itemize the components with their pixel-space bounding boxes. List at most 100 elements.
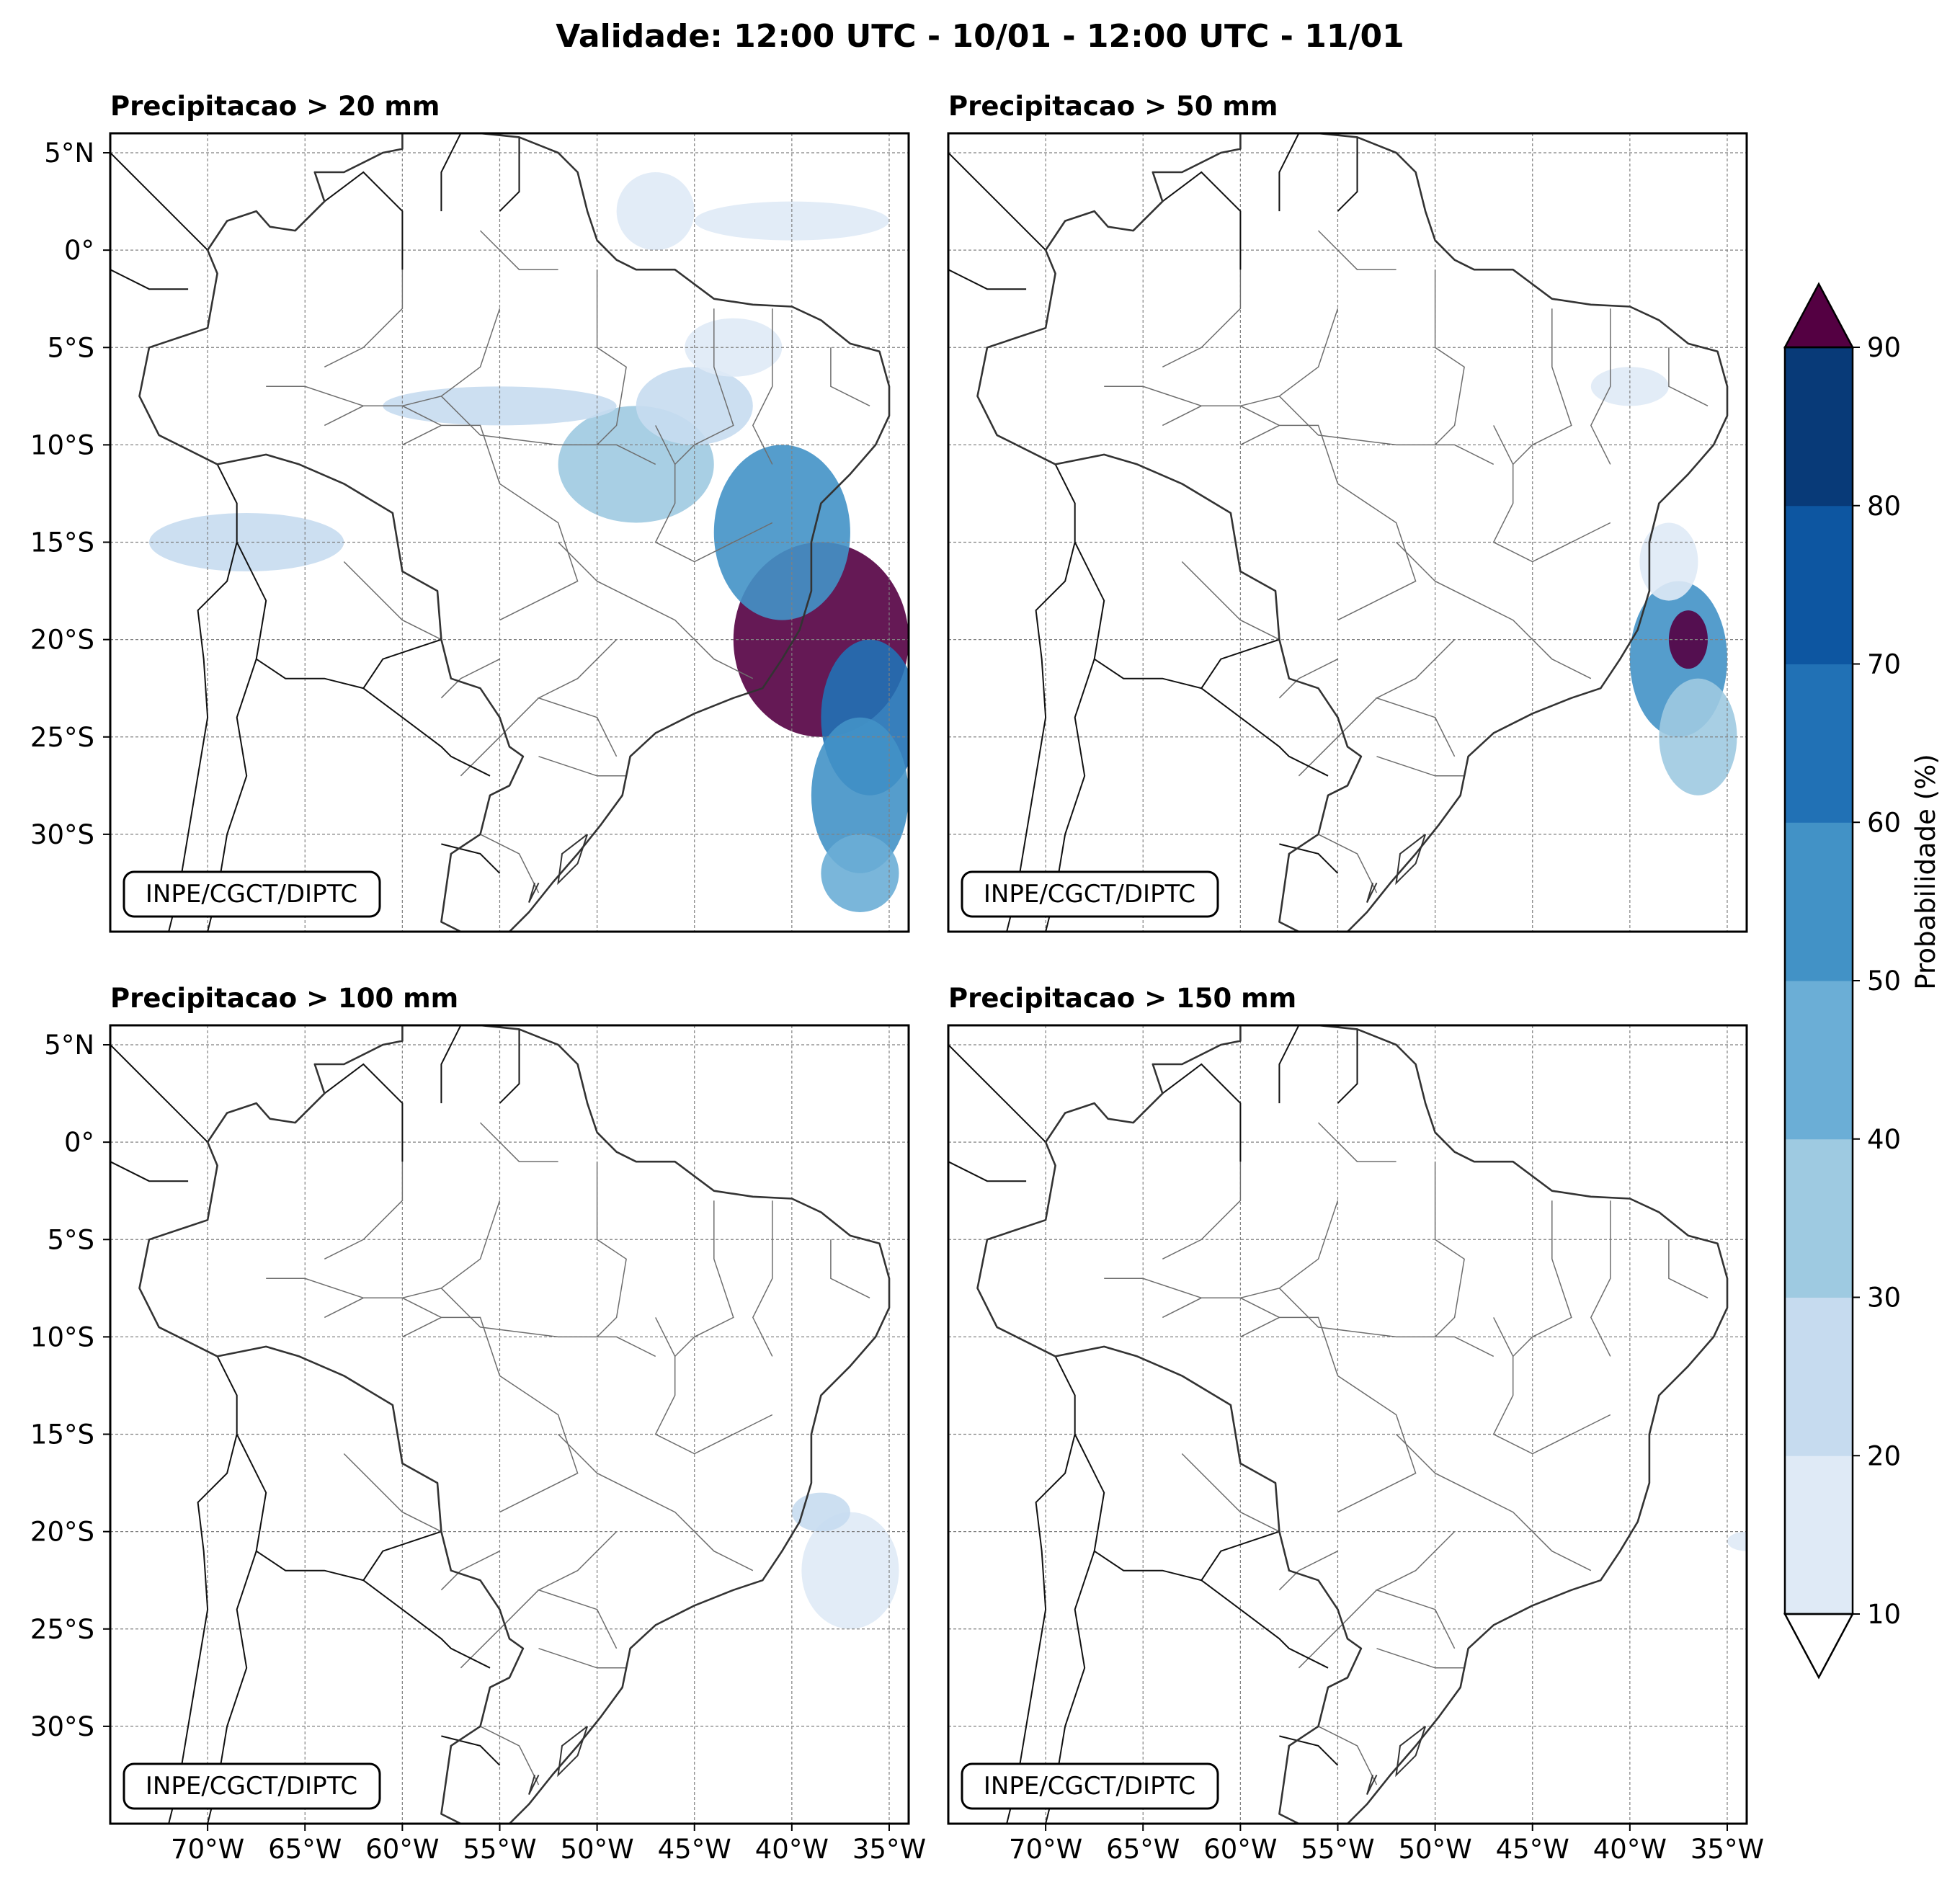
lagoon-outline <box>1366 1774 1378 1795</box>
lat-tick-label: 5°S <box>47 1224 94 1255</box>
colorbar-segment <box>1785 664 1853 823</box>
state-border <box>1590 1200 1611 1357</box>
state-border <box>1278 659 1338 699</box>
state-border <box>538 1648 627 1669</box>
country-border <box>948 1161 1027 1182</box>
state-border <box>752 308 773 465</box>
state-border <box>324 269 404 367</box>
state-border <box>596 1162 627 1337</box>
probability-blob <box>1639 522 1698 601</box>
colorbar-tick-label: 10 <box>1867 1599 1901 1630</box>
credit-box <box>122 1762 381 1810</box>
lat-tick-label: 5°S <box>47 332 94 363</box>
state-border <box>1318 834 1378 893</box>
lon-tick-label: 60°W <box>365 1834 439 1865</box>
country-border <box>110 1044 208 1143</box>
state-border <box>479 230 558 270</box>
country-border <box>1006 463 1076 932</box>
lat-tick-label: 30°S <box>30 819 94 850</box>
country-border <box>324 171 404 270</box>
country-border <box>499 1029 520 1104</box>
colorbar-tick-label: 80 <box>1867 491 1901 522</box>
lat-tick-label: 15°S <box>30 527 94 558</box>
colorbar-tick-label: 50 <box>1867 966 1901 997</box>
country-border <box>236 1434 442 1582</box>
lon-tick-label: 50°W <box>561 1834 634 1865</box>
state-border <box>1396 1433 1592 1571</box>
state-border <box>402 1200 501 1299</box>
figure-title: Validade: 12:00 UTC - 10/01 - 12:00 UTC … <box>556 18 1404 55</box>
lat-tick-label: 20°S <box>30 1517 94 1548</box>
state-border <box>1376 1648 1465 1669</box>
panel-3-frame <box>109 1024 910 1825</box>
lagoon-outline <box>557 834 589 886</box>
state-border <box>1162 405 1280 427</box>
state-border <box>1513 1200 1572 1357</box>
state-border <box>1240 424 1417 621</box>
colorbar-segment <box>1785 1297 1853 1456</box>
colorbar-segment <box>1785 1455 1853 1615</box>
colorbar-segment <box>1785 347 1853 507</box>
state-border <box>674 1200 734 1357</box>
panel-2-title: Precipitacao > 50 mm <box>948 91 1278 122</box>
colorbar-label: Probabilidade (%) <box>1910 754 1941 989</box>
state-border <box>324 1297 442 1319</box>
probability-blob <box>791 1492 850 1532</box>
probability-blob <box>821 834 899 912</box>
brazil-outline <box>976 133 1729 932</box>
lat-tick-label: 5°N <box>44 138 94 169</box>
state-border <box>479 1122 558 1162</box>
lat-tick-label: 25°S <box>30 722 94 753</box>
colorbar-tick-label: 30 <box>1867 1283 1901 1314</box>
state-border <box>830 1239 870 1298</box>
map-area <box>948 1025 1747 1824</box>
credit-text: INPE/CGCT/DIPTC <box>984 880 1195 909</box>
colorbar-over-triangle <box>1783 282 1855 349</box>
country-border <box>441 1735 501 1766</box>
lat-tick-label: 0° <box>64 235 94 266</box>
state-border <box>440 1288 656 1357</box>
lagoon-outline <box>1366 882 1378 903</box>
lon-tick-label: 40°W <box>1593 1834 1667 1865</box>
probability-blob <box>1727 1531 1747 1551</box>
country-border <box>110 1161 189 1182</box>
lon-tick-label: 65°W <box>268 1834 342 1865</box>
colorbar-tick-label: 40 <box>1867 1124 1901 1155</box>
state-border <box>1162 269 1242 367</box>
lat-tick-label: 25°S <box>30 1614 94 1645</box>
probability-blob <box>616 172 695 251</box>
credit-text: INPE/CGCT/DIPTC <box>146 1772 357 1801</box>
state-border <box>1240 1200 1339 1299</box>
country-border <box>440 1025 462 1104</box>
country-border <box>1337 1029 1358 1104</box>
country-border <box>110 269 189 290</box>
country-border <box>1278 133 1300 212</box>
lon-tick-label: 60°W <box>1203 1834 1277 1865</box>
lat-tick-label: 10°S <box>30 429 94 460</box>
state-border <box>402 308 501 407</box>
country-border <box>324 1063 404 1162</box>
panel-1-title: Precipitacao > 20 mm <box>110 91 440 122</box>
panel-2-credit-box: INPE/CGCT/DIPTC <box>961 870 1219 918</box>
colorbar-tick-label: 60 <box>1867 807 1901 838</box>
credit-box <box>122 870 381 918</box>
panel-1: Precipitacao > 20 mm 5°N 0° 5°S 10°S 15°S 20°… <box>30 91 910 933</box>
country-border <box>440 133 462 212</box>
lat-tick-label: 10°S <box>30 1321 94 1352</box>
credit-box <box>961 870 1219 918</box>
state-border <box>1278 396 1494 465</box>
country-border <box>236 542 442 690</box>
lagoon-outline <box>528 882 540 903</box>
country-border <box>1074 542 1280 690</box>
country-border <box>1279 843 1339 874</box>
colorbar-segment <box>1785 822 1853 981</box>
country-border <box>1200 1579 1329 1669</box>
lon-tick-label: 55°W <box>463 1834 536 1865</box>
state-border <box>1162 1162 1242 1259</box>
state-border <box>480 834 540 893</box>
state-border <box>1104 385 1202 407</box>
map-area <box>110 133 909 932</box>
lon-tick-label: 65°W <box>1106 1834 1180 1865</box>
lagoon-outline <box>528 1774 540 1795</box>
state-border <box>1513 308 1572 465</box>
